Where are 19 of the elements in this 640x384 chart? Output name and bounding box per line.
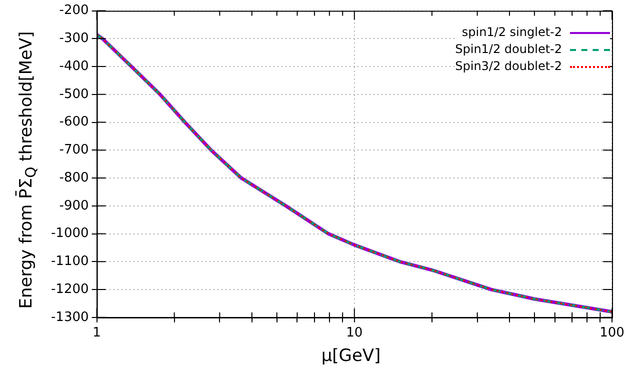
y-tick-label: -300 (59, 31, 89, 46)
x-tick-label: 100 (600, 326, 624, 341)
y-tick-label: -500 (59, 86, 89, 102)
x-axis-title: μ[GeV] (321, 346, 381, 366)
legend-label: spin1/2 singlet-2 (462, 25, 562, 39)
y-tick-label: -1200 (50, 282, 89, 297)
legend-label: Spin1/2 doublet-2 (455, 42, 562, 56)
y-tick-label: -800 (59, 170, 89, 186)
legend-label: Spin3/2 doublet-2 (455, 59, 562, 73)
y-tick-label: -1300 (50, 310, 89, 325)
y-tick-label: -900 (59, 198, 89, 214)
y-tick-label: -1100 (50, 254, 89, 270)
y-tick-label: -600 (59, 114, 89, 130)
y-tick-label: -200 (59, 3, 89, 18)
x-tick-label: 1 (92, 326, 101, 341)
y-tick-label: -1000 (50, 226, 89, 242)
x-tick-label: 10 (346, 326, 363, 341)
y-tick-label: -700 (59, 142, 89, 158)
y-tick-label: -400 (59, 58, 89, 74)
